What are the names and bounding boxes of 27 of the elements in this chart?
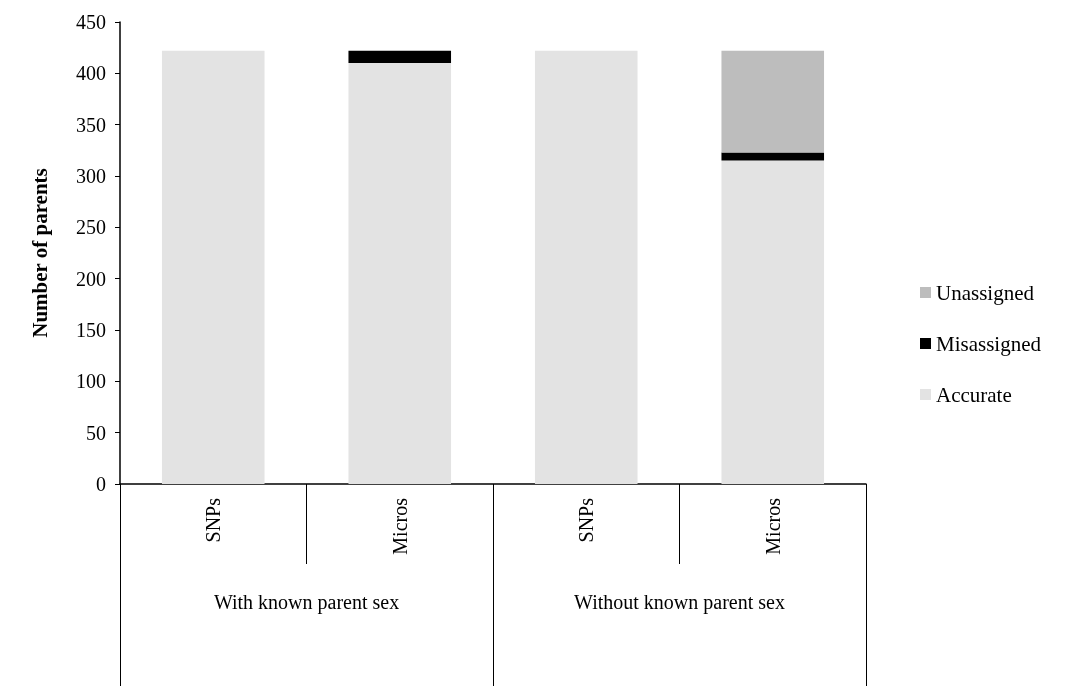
y-tick-label: 50 [86, 421, 106, 444]
y-tick-label: 300 [76, 165, 106, 187]
legend-label: Accurate [936, 382, 1012, 407]
bar [348, 50, 452, 64]
x-tick-label: Micros [388, 497, 411, 555]
bar [348, 63, 452, 484]
legend-label: Misassigned [936, 331, 1042, 356]
x-tick-label: SNPs [202, 497, 225, 543]
y-tick-label: 350 [76, 113, 106, 136]
bar [161, 50, 265, 484]
bar [721, 152, 825, 161]
y-tick-label: 0 [96, 473, 106, 495]
y-tick-label: 200 [76, 267, 106, 290]
legend-label: Unassigned [936, 280, 1035, 305]
bar [721, 50, 825, 153]
x-tick-label: Micros [761, 497, 784, 555]
y-tick-label: 250 [76, 216, 106, 239]
y-tick-label: 400 [76, 62, 106, 85]
y-axis-title: Number of parents [27, 168, 52, 338]
text: Without known parent sex [574, 591, 785, 614]
y-tick-label: 100 [76, 370, 106, 393]
text: With known parent sex [213, 591, 400, 614]
y-tick-label: 450 [76, 11, 106, 33]
y-tick-label: 150 [76, 319, 106, 341]
x-tick-label: SNPs [575, 497, 598, 543]
bar [721, 160, 825, 484]
bar [534, 50, 638, 484]
